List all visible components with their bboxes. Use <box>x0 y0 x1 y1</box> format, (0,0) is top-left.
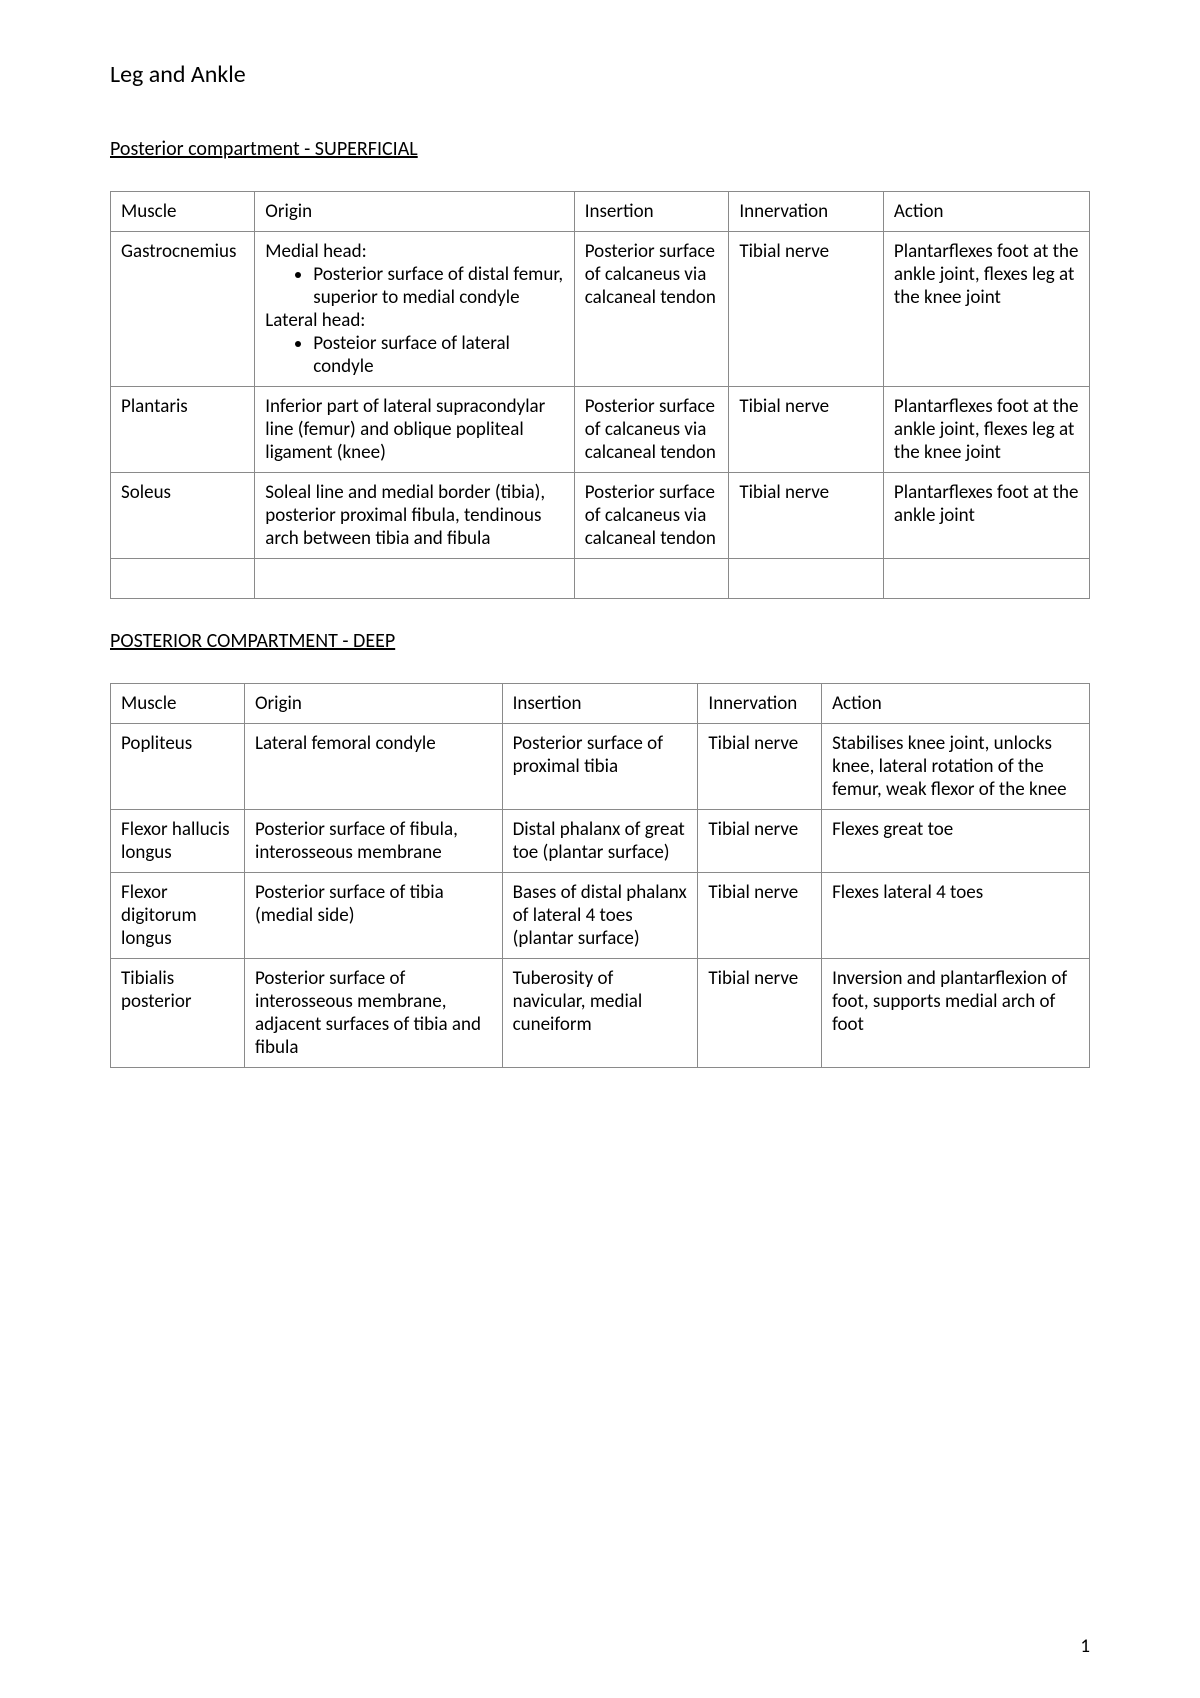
cell-innervation: Tibial nerve <box>729 387 884 473</box>
cell-muscle: Gastrocnemius <box>111 232 255 387</box>
cell-origin: Lateral femoral condyle <box>244 724 502 810</box>
cell-insertion: Posterior surface of calcaneus via calca… <box>574 387 729 473</box>
col-header: Insertion <box>574 192 729 232</box>
table-row: Flexor digitorum longus Posterior surfac… <box>111 873 1090 959</box>
cell-origin: Posterior surface of fibula, interosseou… <box>244 810 502 873</box>
cell-action: Flexes great toe <box>822 810 1090 873</box>
cell-origin: Inferior part of lateral supracondylar l… <box>255 387 574 473</box>
col-header: Origin <box>255 192 574 232</box>
cell-muscle: Popliteus <box>111 724 245 810</box>
col-header: Action <box>883 192 1089 232</box>
origin-head-label: Medial head: <box>265 240 563 263</box>
col-header: Muscle <box>111 192 255 232</box>
cell-innervation: Tibial nerve <box>698 959 822 1068</box>
col-header: Action <box>822 684 1090 724</box>
cell-action: Plantarflexes foot at the ankle joint, f… <box>883 232 1089 387</box>
cell-insertion: Tuberosity of navicular, medial cuneifor… <box>502 959 698 1068</box>
cell-empty <box>729 559 884 599</box>
table-row: Popliteus Lateral femoral condyle Poster… <box>111 724 1090 810</box>
cell-action: Inversion and plantarflexion of foot, su… <box>822 959 1090 1068</box>
table-header-row: Muscle Origin Insertion Innervation Acti… <box>111 192 1090 232</box>
col-header: Muscle <box>111 684 245 724</box>
cell-muscle: Flexor hallucis longus <box>111 810 245 873</box>
origin-bullet: Posteior surface of lateral condyle <box>313 332 563 378</box>
cell-muscle: Flexor digitorum longus <box>111 873 245 959</box>
table-row: Soleus Soleal line and medial border (ti… <box>111 473 1090 559</box>
col-header: Origin <box>244 684 502 724</box>
cell-innervation: Tibial nerve <box>729 473 884 559</box>
origin-head-label: Lateral head: <box>265 309 563 332</box>
cell-muscle: Plantaris <box>111 387 255 473</box>
cell-empty <box>883 559 1089 599</box>
cell-innervation: Tibial nerve <box>729 232 884 387</box>
col-header: Innervation <box>698 684 822 724</box>
cell-origin: Soleal line and medial border (tibia), p… <box>255 473 574 559</box>
document-title: Leg and Ankle <box>110 60 1090 89</box>
section-heading-superficial: Posterior compartment - SUPERFICIAL <box>110 137 1090 161</box>
col-header: Innervation <box>729 192 884 232</box>
table-deep: Muscle Origin Insertion Innervation Acti… <box>110 683 1090 1068</box>
cell-action: Stabilises knee joint, unlocks knee, lat… <box>822 724 1090 810</box>
page-number: 1 <box>1080 1635 1090 1658</box>
section-heading-deep: POSTERIOR COMPARTMENT - DEEP <box>110 629 1090 653</box>
table-header-row: Muscle Origin Insertion Innervation Acti… <box>111 684 1090 724</box>
cell-empty <box>574 559 729 599</box>
cell-insertion: Bases of distal phalanx of lateral 4 toe… <box>502 873 698 959</box>
cell-insertion: Distal phalanx of great toe (plantar sur… <box>502 810 698 873</box>
col-header: Insertion <box>502 684 698 724</box>
cell-insertion: Posterior surface of calcaneus via calca… <box>574 232 729 387</box>
cell-empty <box>111 559 255 599</box>
cell-insertion: Posterior surface of proximal tibia <box>502 724 698 810</box>
table-row-empty <box>111 559 1090 599</box>
cell-origin: Medial head: Posterior surface of distal… <box>255 232 574 387</box>
cell-innervation: Tibial nerve <box>698 724 822 810</box>
page: Leg and Ankle Posterior compartment - SU… <box>0 0 1200 1698</box>
cell-origin: Posterior surface of tibia (medial side) <box>244 873 502 959</box>
cell-muscle: Tibialis posterior <box>111 959 245 1068</box>
cell-insertion: Posterior surface of calcaneus via calca… <box>574 473 729 559</box>
cell-action: Plantarflexes foot at the ankle joint, f… <box>883 387 1089 473</box>
table-row: Plantaris Inferior part of lateral supra… <box>111 387 1090 473</box>
table-superficial: Muscle Origin Insertion Innervation Acti… <box>110 191 1090 599</box>
cell-origin: Posterior surface of interosseous membra… <box>244 959 502 1068</box>
cell-action: Plantarflexes foot at the ankle joint <box>883 473 1089 559</box>
cell-innervation: Tibial nerve <box>698 810 822 873</box>
cell-muscle: Soleus <box>111 473 255 559</box>
cell-empty <box>255 559 574 599</box>
table-row: Tibialis posterior Posterior surface of … <box>111 959 1090 1068</box>
origin-bullet: Posterior surface of distal femur, super… <box>313 263 563 309</box>
cell-action: Flexes lateral 4 toes <box>822 873 1090 959</box>
cell-innervation: Tibial nerve <box>698 873 822 959</box>
table-row: Flexor hallucis longus Posterior surface… <box>111 810 1090 873</box>
table-row: Gastrocnemius Medial head: Posterior sur… <box>111 232 1090 387</box>
